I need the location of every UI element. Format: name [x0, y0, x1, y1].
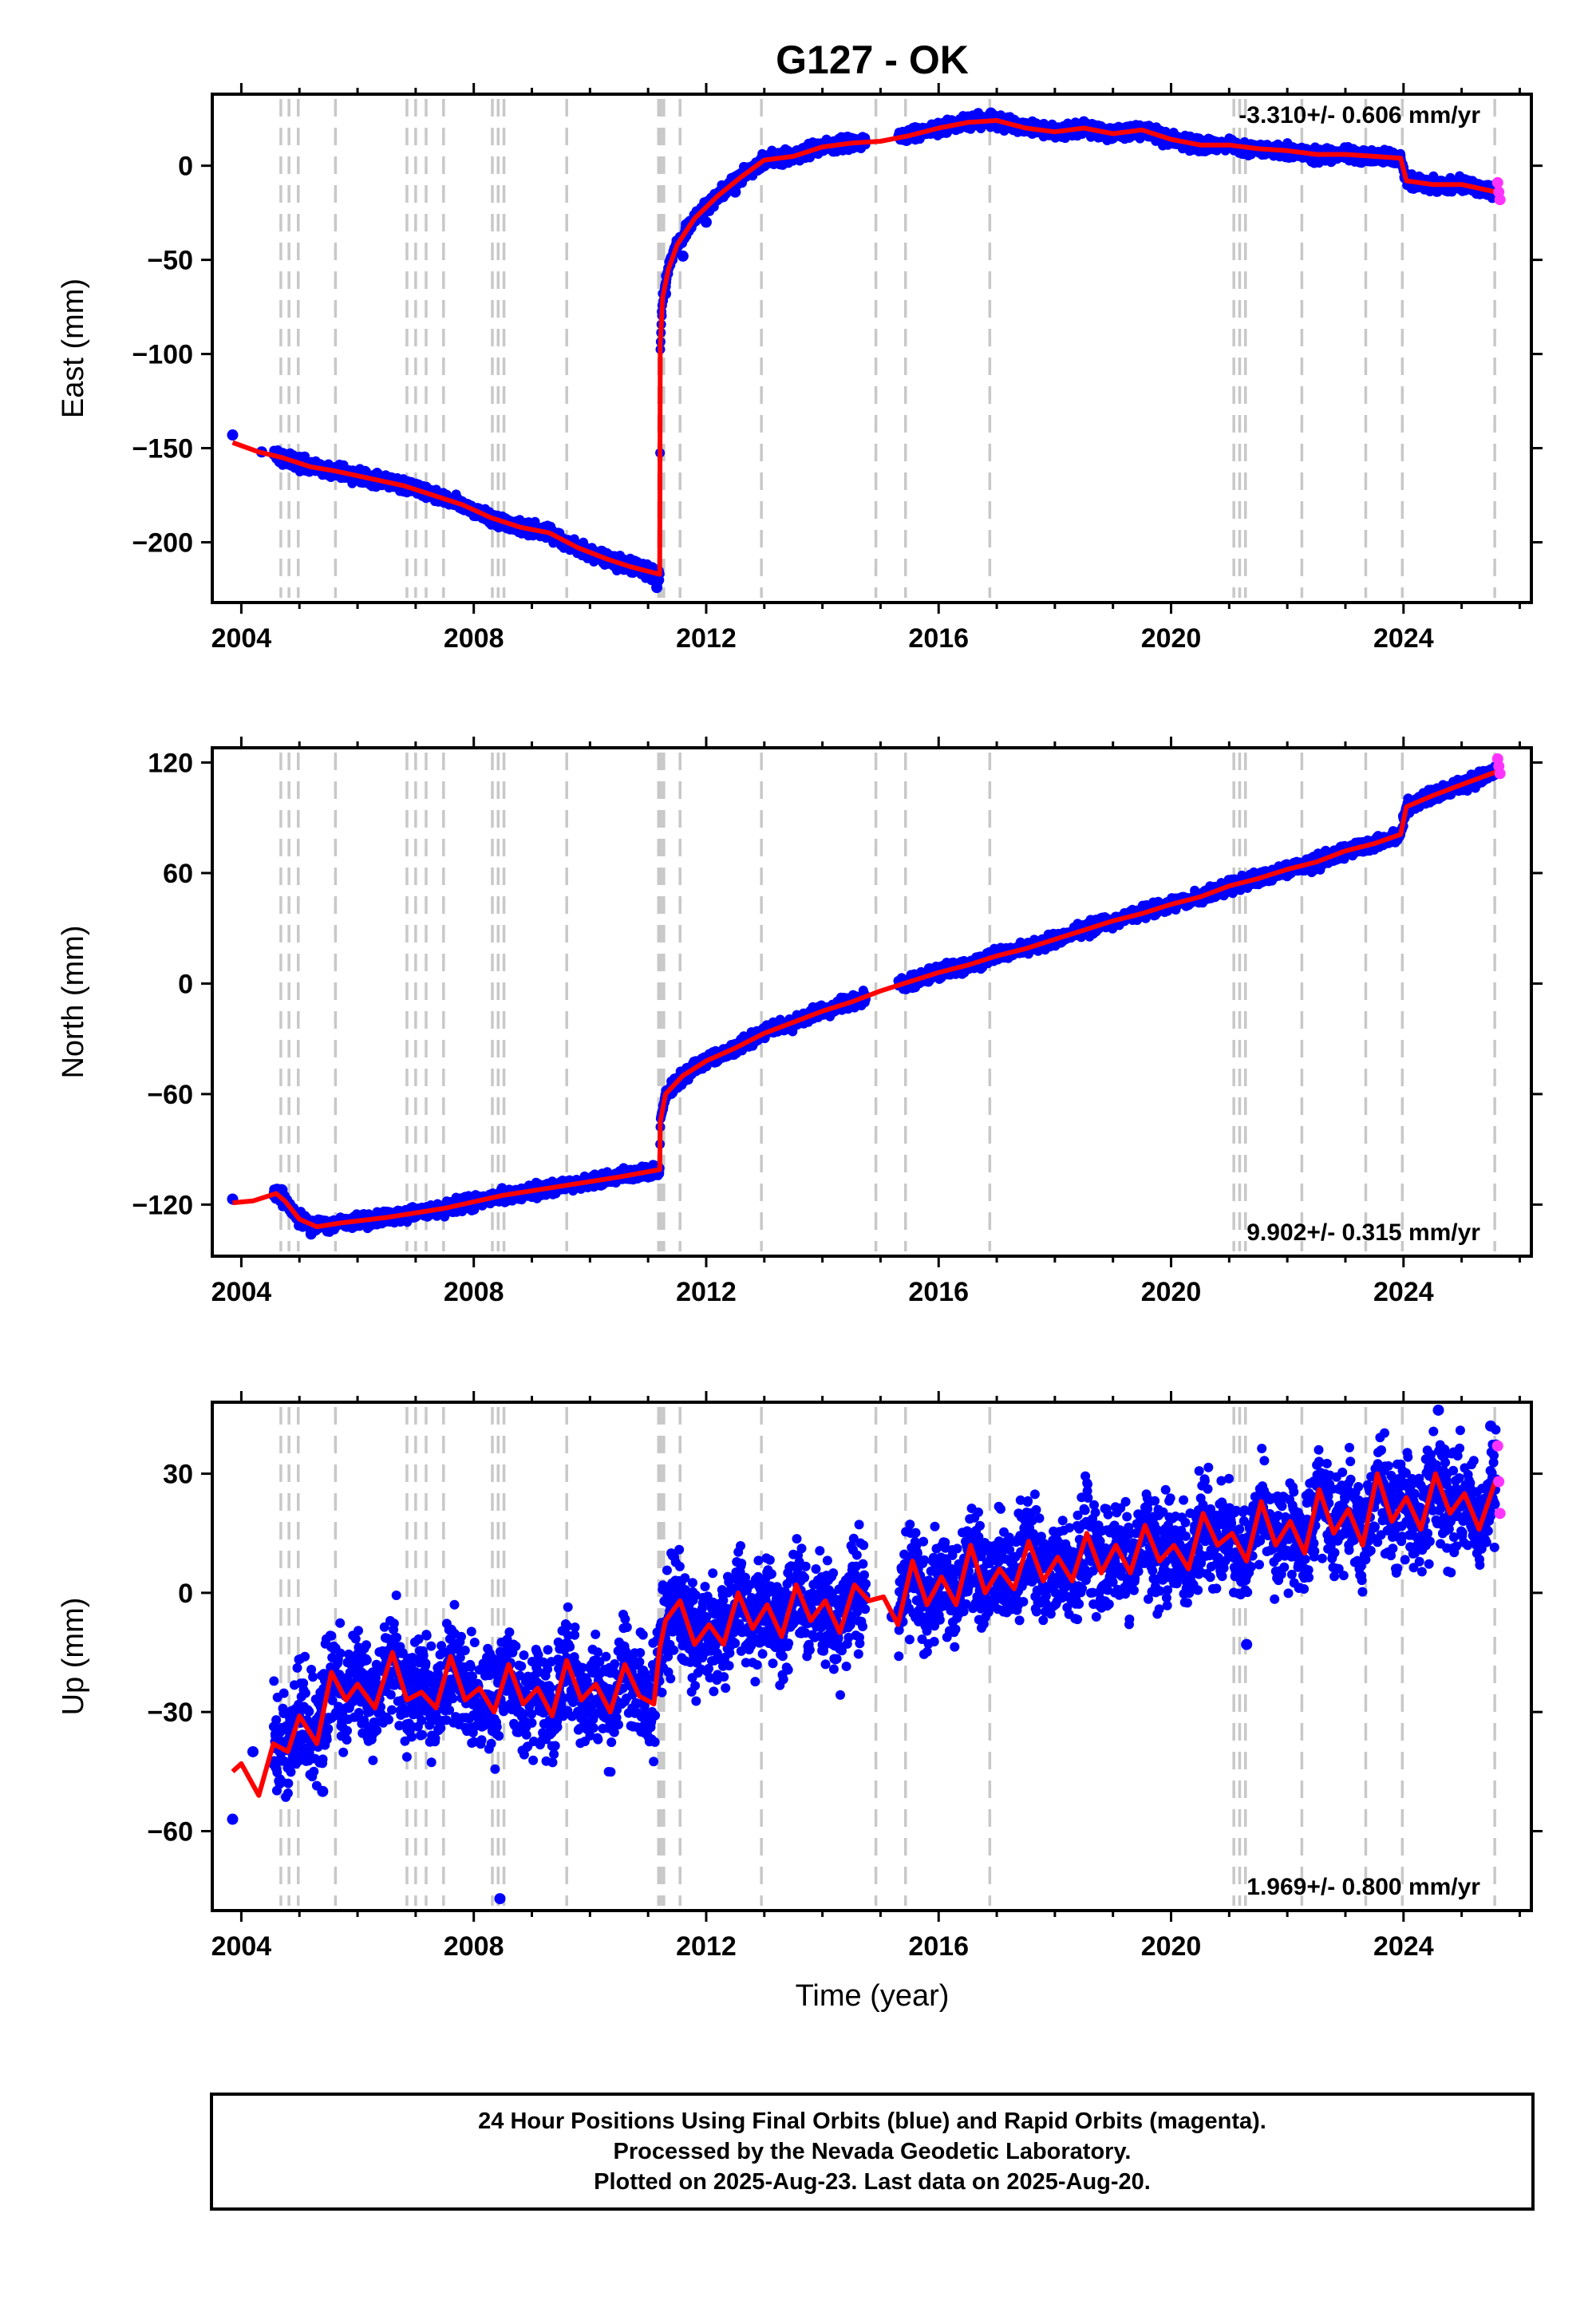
final-point-key [677, 250, 689, 262]
chart-panels: 2004 2008 2012 2016 2020 2024 0 −50 −100 −150 −200… [57, 83, 1543, 1962]
panel-north: 2004 2008 2012 2016 2020 2024120600−60−120Nor… [57, 737, 1543, 1307]
final-point-key [700, 216, 712, 228]
y-tick-label: −150 [132, 434, 193, 464]
plot-area-north [227, 753, 1506, 1240]
y-tick-label: −50 [147, 246, 193, 276]
panel-east: 2004 2008 2012 2016 2020 2024 0 −50 −100 −150 −200… [57, 83, 1543, 654]
x-tick-label: 2024 [1373, 623, 1434, 654]
plot-frame-east [211, 93, 1533, 604]
chart-title: G127 - OK [776, 38, 969, 82]
final-point-key [227, 429, 239, 441]
y-axis-label-east: East (mm) [57, 279, 90, 418]
model-curve-east [231, 118, 1497, 577]
final-point-key [729, 186, 741, 198]
final-point [300, 451, 310, 461]
y-tick-label: −200 [132, 528, 193, 559]
rapid-point [1494, 194, 1506, 206]
x-tick-label: 2020 [1141, 623, 1202, 654]
rapid-point [1491, 176, 1503, 188]
final-point-key [985, 107, 997, 119]
plot-area-east [227, 107, 1506, 594]
x-tick-label: 2012 [676, 623, 737, 654]
final-orbit-points-north [268, 761, 1502, 1237]
x-tick-label: 2008 [444, 623, 504, 654]
final-orbit-points-east [268, 108, 1502, 587]
x-tick-label: 2004 [211, 623, 272, 654]
y-tick-label: 0 [178, 152, 193, 182]
y-tick-label: −100 [132, 340, 193, 370]
final-point-key [651, 582, 663, 594]
rate-label-east: -3.310+/- 0.606 mm/yr [1238, 102, 1480, 128]
x-tick-label: 2016 [908, 623, 969, 654]
